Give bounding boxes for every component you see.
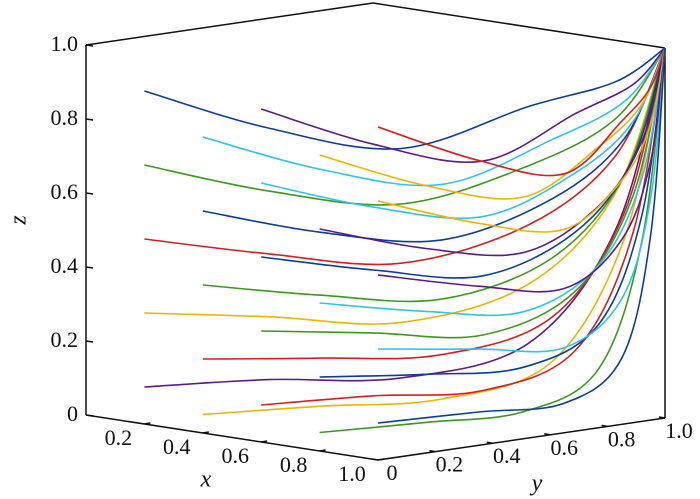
y-tick [486, 441, 493, 444]
x-tick-label: 0.2 [105, 425, 133, 450]
trajectory [377, 47, 666, 233]
trajectory [377, 47, 666, 424]
z-tick-label: 1.0 [51, 31, 79, 56]
z-tick [85, 414, 94, 417]
trajectory [261, 47, 666, 339]
trajectory [202, 47, 666, 187]
trajectory [202, 47, 666, 360]
y-axis-title: y [530, 471, 543, 497]
y-tick-label: 0.4 [493, 443, 521, 468]
trajectory [377, 47, 666, 177]
y-tick-label: 0.6 [550, 435, 578, 460]
x-tick-label: 1.0 [338, 461, 366, 486]
trajectory [261, 47, 666, 220]
x-tick [377, 458, 385, 461]
box-edge [85, 2, 374, 46]
z-tick-label: 0.2 [51, 327, 79, 352]
y-tick-label: 0 [387, 460, 398, 485]
x-tick-label: 0.6 [221, 443, 249, 468]
trajectory [144, 47, 666, 150]
y-tick [429, 449, 436, 453]
x-tick [319, 449, 326, 452]
trajectory [202, 47, 666, 243]
trajectory [202, 47, 666, 303]
box-edge [85, 414, 379, 461]
y-tick [658, 416, 666, 419]
x-tick-label: 0.4 [163, 434, 191, 459]
y-tick-label: 0.2 [436, 452, 464, 477]
trajectory [144, 47, 666, 388]
x-tick [261, 440, 268, 443]
x-axis-title: x [200, 467, 212, 493]
trajectory [377, 47, 666, 353]
x-tick [144, 422, 151, 425]
z-axis-title: z [6, 215, 32, 226]
box-edge [372, 2, 666, 49]
trajectory [319, 47, 666, 257]
z-tick [85, 340, 94, 343]
x-tick [202, 431, 209, 434]
z-tick [85, 44, 94, 47]
y-tick-label: 1.0 [665, 418, 693, 443]
trajectory [377, 47, 666, 293]
z-tick [85, 266, 94, 269]
z-tick-label: 0.8 [51, 105, 79, 130]
z-tick-label: 0 [67, 401, 78, 426]
z-tick [85, 118, 94, 121]
trajectory [319, 47, 666, 434]
y-tick [544, 433, 551, 436]
trajectory [144, 47, 666, 206]
trajectory [202, 47, 666, 416]
trajectory [260, 47, 666, 163]
trajectory [319, 47, 666, 378]
trajectories [144, 47, 666, 434]
z-tick-label: 0.6 [51, 179, 79, 204]
x-tick-label: 0.8 [280, 452, 308, 477]
trajectory [261, 47, 666, 279]
z-tick-label: 0.4 [51, 253, 79, 278]
trajectory [319, 47, 666, 200]
trajectory [319, 47, 666, 317]
z-tick [85, 192, 94, 195]
y-tick [601, 424, 608, 428]
y-tick [371, 458, 379, 461]
y-tick-label: 0.8 [608, 426, 636, 451]
box-edge [377, 417, 666, 461]
box [85, 2, 666, 461]
